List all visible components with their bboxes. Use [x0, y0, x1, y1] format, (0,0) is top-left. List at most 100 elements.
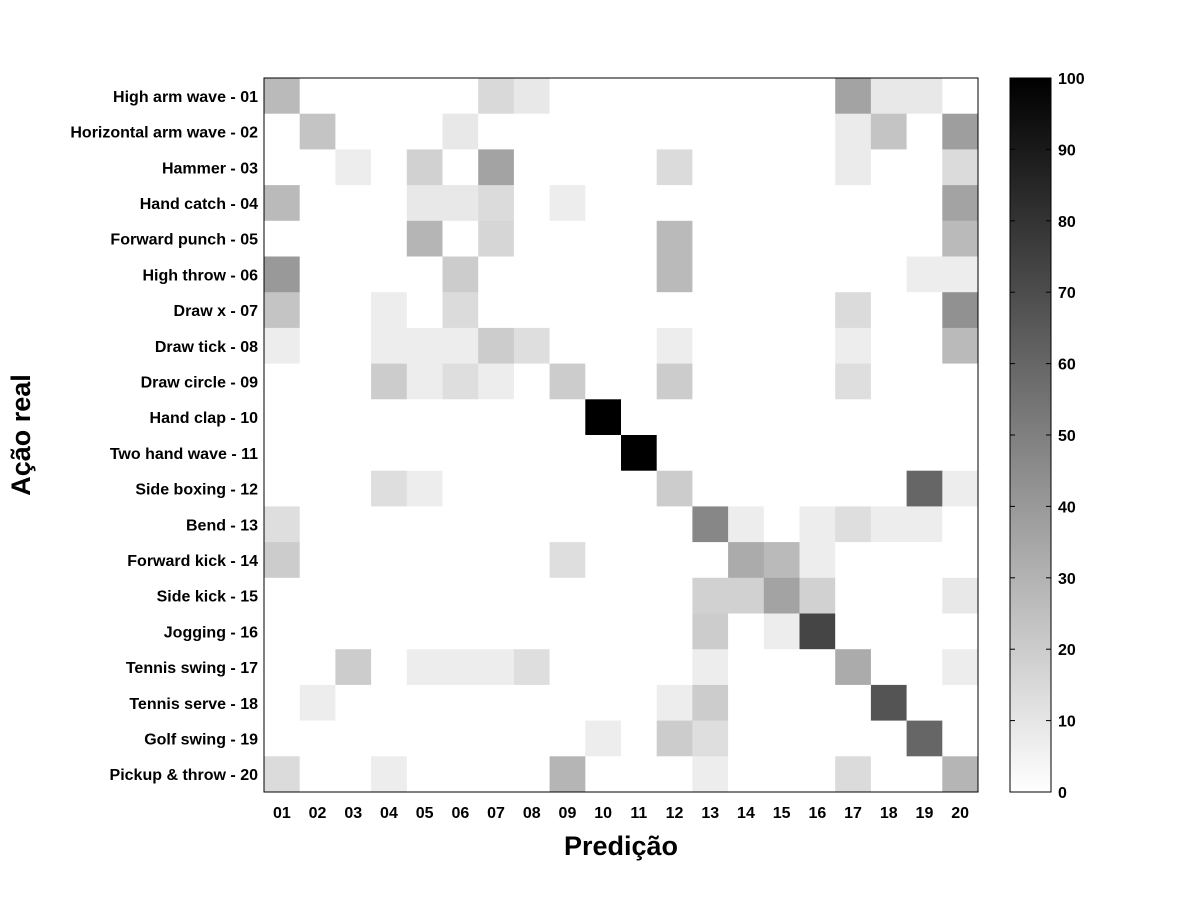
heatmap-cell — [264, 185, 301, 222]
heatmap-cell — [299, 649, 336, 686]
heatmap-cell — [478, 399, 515, 436]
y-axis-title: Ação real — [6, 374, 36, 496]
heatmap-cell — [335, 256, 372, 293]
heatmap-cell — [478, 506, 515, 543]
heatmap-cell — [656, 756, 693, 793]
heatmap-cell — [870, 292, 907, 329]
heatmap-cell — [406, 435, 443, 472]
heatmap-cell — [513, 756, 550, 793]
heatmap-cell — [299, 756, 336, 793]
heatmap-cell — [942, 220, 979, 257]
heatmap-cell — [406, 684, 443, 721]
heatmap-cell — [942, 613, 979, 650]
heatmap-cell — [835, 542, 872, 579]
heatmap-cell — [585, 149, 622, 186]
x-tick-label: 08 — [523, 805, 541, 822]
heatmap-cell — [942, 327, 979, 364]
heatmap-cell — [692, 613, 729, 650]
heatmap-cell — [478, 149, 515, 186]
x-tick-label: 11 — [630, 805, 647, 822]
heatmap-cell — [799, 470, 836, 507]
heatmap-cell — [442, 506, 479, 543]
heatmap-cell — [335, 649, 372, 686]
heatmap-cell — [621, 756, 658, 793]
colorbar-tick-label: 70 — [1058, 285, 1076, 302]
heatmap-cell — [585, 256, 622, 293]
x-tick-label: 03 — [344, 805, 362, 822]
heatmap-cell — [692, 363, 729, 400]
heatmap-cell — [728, 113, 765, 150]
heatmap-cell — [906, 542, 943, 579]
heatmap-cell — [371, 720, 408, 757]
heatmap-cell — [906, 327, 943, 364]
x-tick-label: 13 — [701, 805, 719, 822]
heatmap-cell — [549, 256, 586, 293]
heatmap-cell — [870, 577, 907, 614]
colorbar-tick-label: 10 — [1058, 714, 1076, 731]
heatmap-cell — [513, 185, 550, 222]
heatmap-cell — [549, 756, 586, 793]
heatmap-cell — [478, 363, 515, 400]
heatmap-cell — [406, 363, 443, 400]
heatmap-cell — [513, 470, 550, 507]
heatmap-cell — [870, 720, 907, 757]
heatmap-cell — [335, 720, 372, 757]
heatmap-cell — [585, 113, 622, 150]
heatmap-cell — [513, 613, 550, 650]
heatmap-cell — [763, 363, 800, 400]
heatmap-cell — [692, 756, 729, 793]
heatmap-cell — [585, 542, 622, 579]
heatmap-cell — [371, 363, 408, 400]
heatmap-cell — [299, 435, 336, 472]
heatmap-cell — [549, 185, 586, 222]
heatmap-cell — [478, 756, 515, 793]
heatmap-cell — [835, 292, 872, 329]
heatmap-cell — [513, 542, 550, 579]
heatmap-cell — [299, 327, 336, 364]
x-tick-label: 17 — [844, 805, 862, 822]
heatmap-cell — [656, 292, 693, 329]
heatmap-cell — [621, 720, 658, 757]
heatmap-cell — [621, 327, 658, 364]
heatmap-cell — [585, 577, 622, 614]
heatmap-cell — [371, 756, 408, 793]
heatmap-cell — [799, 684, 836, 721]
heatmap-cell — [335, 470, 372, 507]
heatmap-cell — [621, 542, 658, 579]
heatmap-cell — [264, 113, 301, 150]
heatmap-cell — [835, 649, 872, 686]
heatmap-cell — [549, 542, 586, 579]
heatmap-cell — [906, 435, 943, 472]
heatmap-cell — [299, 363, 336, 400]
heatmap-cell — [621, 220, 658, 257]
heatmap-cell — [549, 684, 586, 721]
plot-frame — [263, 77, 979, 793]
heatmap-cell — [942, 292, 979, 329]
heatmap-cell — [478, 649, 515, 686]
heatmap-cell — [728, 327, 765, 364]
heatmap-cell — [442, 399, 479, 436]
heatmap-cell — [621, 649, 658, 686]
y-tick-label: Draw tick - 08 — [155, 339, 258, 356]
x-tick-labels: 01 02 03 04 05 06 07 08 09 10 11 12 13 14 15 16 17 18 19 20 — [273, 805, 969, 822]
heatmap-cell — [585, 220, 622, 257]
heatmap-cell — [870, 327, 907, 364]
heatmap-cell — [763, 113, 800, 150]
heatmap-cell — [870, 542, 907, 579]
heatmap-cell — [621, 506, 658, 543]
heatmap-cell — [835, 756, 872, 793]
heatmap-cell — [799, 185, 836, 222]
heatmap-cell — [442, 613, 479, 650]
heatmap-cell — [442, 185, 479, 222]
heatmap-cell — [656, 78, 693, 115]
heatmap-cell — [264, 220, 301, 257]
heatmap-cell — [656, 470, 693, 507]
x-tick-label: 10 — [594, 805, 612, 822]
heatmap-cell — [585, 327, 622, 364]
heatmap-cell — [763, 327, 800, 364]
heatmap-cell — [264, 78, 301, 115]
heatmap-cell — [799, 577, 836, 614]
heatmap-cell — [692, 256, 729, 293]
x-tick-label: 01 — [273, 805, 291, 822]
heatmap-cell — [763, 78, 800, 115]
